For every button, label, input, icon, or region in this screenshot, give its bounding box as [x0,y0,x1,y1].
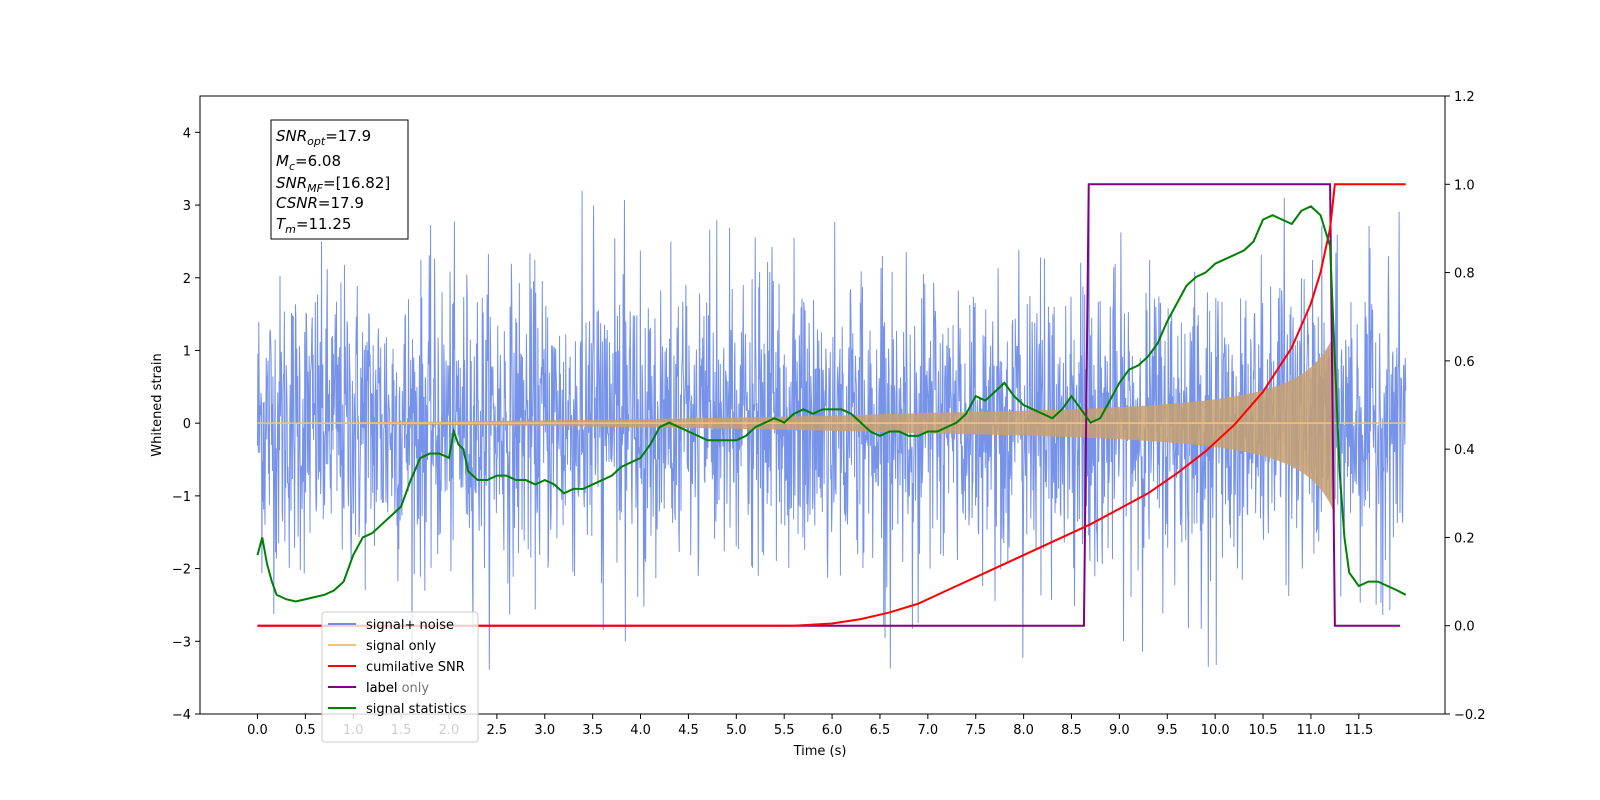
y2-tick-label: 0.2 [1454,531,1475,546]
series-label [257,183,1400,627]
x-tick-label: 8.0 [1013,723,1034,738]
legend-item-label-only: label only [366,681,429,696]
plot-area [256,183,1407,677]
y2-tick-label: 0.8 [1454,267,1475,282]
y-tick-label: 4 [183,126,191,141]
x-tick-label: 10.0 [1201,723,1230,738]
x-tick-label: 7.5 [965,723,986,738]
annotation-snr-opt: SNRopt=17.9 [276,127,371,148]
x-tick-label: 4.5 [678,723,699,738]
y-tick-label: −1 [172,490,191,505]
svg-text:label only: label only [366,681,429,696]
y-tick-label: 3 [183,199,191,214]
y-tick-label: −4 [172,708,191,723]
y-axis-label: Whitened strain [150,353,165,456]
y-tick-label: −2 [172,563,191,578]
y-tick-label: 1 [183,344,191,359]
x-tick-label: 8.5 [1061,723,1082,738]
x-axis-label: Time (s) [793,744,847,759]
x-tick-label: 9.5 [1157,723,1178,738]
annotation-snr-mf: SNRMF=[16.82] [276,174,390,195]
annotation-tm: Tm=11.25 [276,215,351,236]
legend-item-cumilative-snr: cumilative SNR [328,660,465,675]
y-tick-label: 2 [183,272,191,287]
plot-frame [199,95,1446,715]
x-tick-label: 4.0 [630,723,651,738]
legend-item-label: label [328,681,397,696]
svg-text:signal only: signal only [366,639,436,654]
y2-tick-label: 0.4 [1454,443,1475,458]
x-tick-label: 0.0 [247,723,268,738]
y2-tick-label: −0.2 [1454,708,1486,723]
x-tick-label: 3.5 [582,723,603,738]
x-tick-label: 10.5 [1249,723,1278,738]
y2-tick-label: 0.6 [1454,355,1475,370]
y-axis-left: −4 −3 −2 −1 0 1 2 3 4 [172,126,200,723]
legend-item-signal-statistics: signal statistics [328,702,467,717]
annotation-box: SNRopt=17.9 Mc=6.08 SNRMF=[16.82] CSNR=1… [270,119,409,240]
legend-item-signal-only: signal only [328,639,436,654]
x-tick-label: 9.0 [1109,723,1130,738]
x-tick-label: 7.0 [918,723,939,738]
legend-item-signal-noise: signal+ noise [328,618,454,633]
legend: signal+ noise signal only cumilative SNR… [321,611,479,743]
x-tick-label: 11.0 [1296,723,1325,738]
svg-text:cumilative SNR: cumilative SNR [366,660,465,675]
y-axis-right: −0.2 0.0 0.2 0.4 0.6 0.8 1.0 1.2 [1445,90,1486,723]
x-tick-label: 2.5 [487,723,508,738]
x-tick-label: 5.0 [726,723,747,738]
y-tick-label: 0 [183,417,191,432]
x-tick-label: 0.5 [295,723,316,738]
x-tick-label: 11.5 [1344,723,1373,738]
x-tick-label: 3.0 [534,723,555,738]
series-signal-statistics [256,205,1407,603]
series-cumilative-snr [257,183,1406,627]
svg-text:signal+ noise: signal+ noise [366,618,454,633]
svg-text:label: label [366,681,397,696]
x-tick-label: 6.0 [822,723,843,738]
annotation-mc: Mc=6.08 [276,152,341,173]
x-tick-label: 5.5 [774,723,795,738]
annotation-csnr: CSNR=17.9 [276,194,364,212]
y2-tick-label: 1.0 [1454,178,1475,193]
y2-tick-label: 1.2 [1454,90,1475,105]
y2-tick-label: 0.0 [1454,620,1475,635]
x-tick-label: 6.5 [870,723,891,738]
y-tick-label: −3 [172,635,191,650]
svg-text:signal statistics: signal statistics [366,702,467,717]
